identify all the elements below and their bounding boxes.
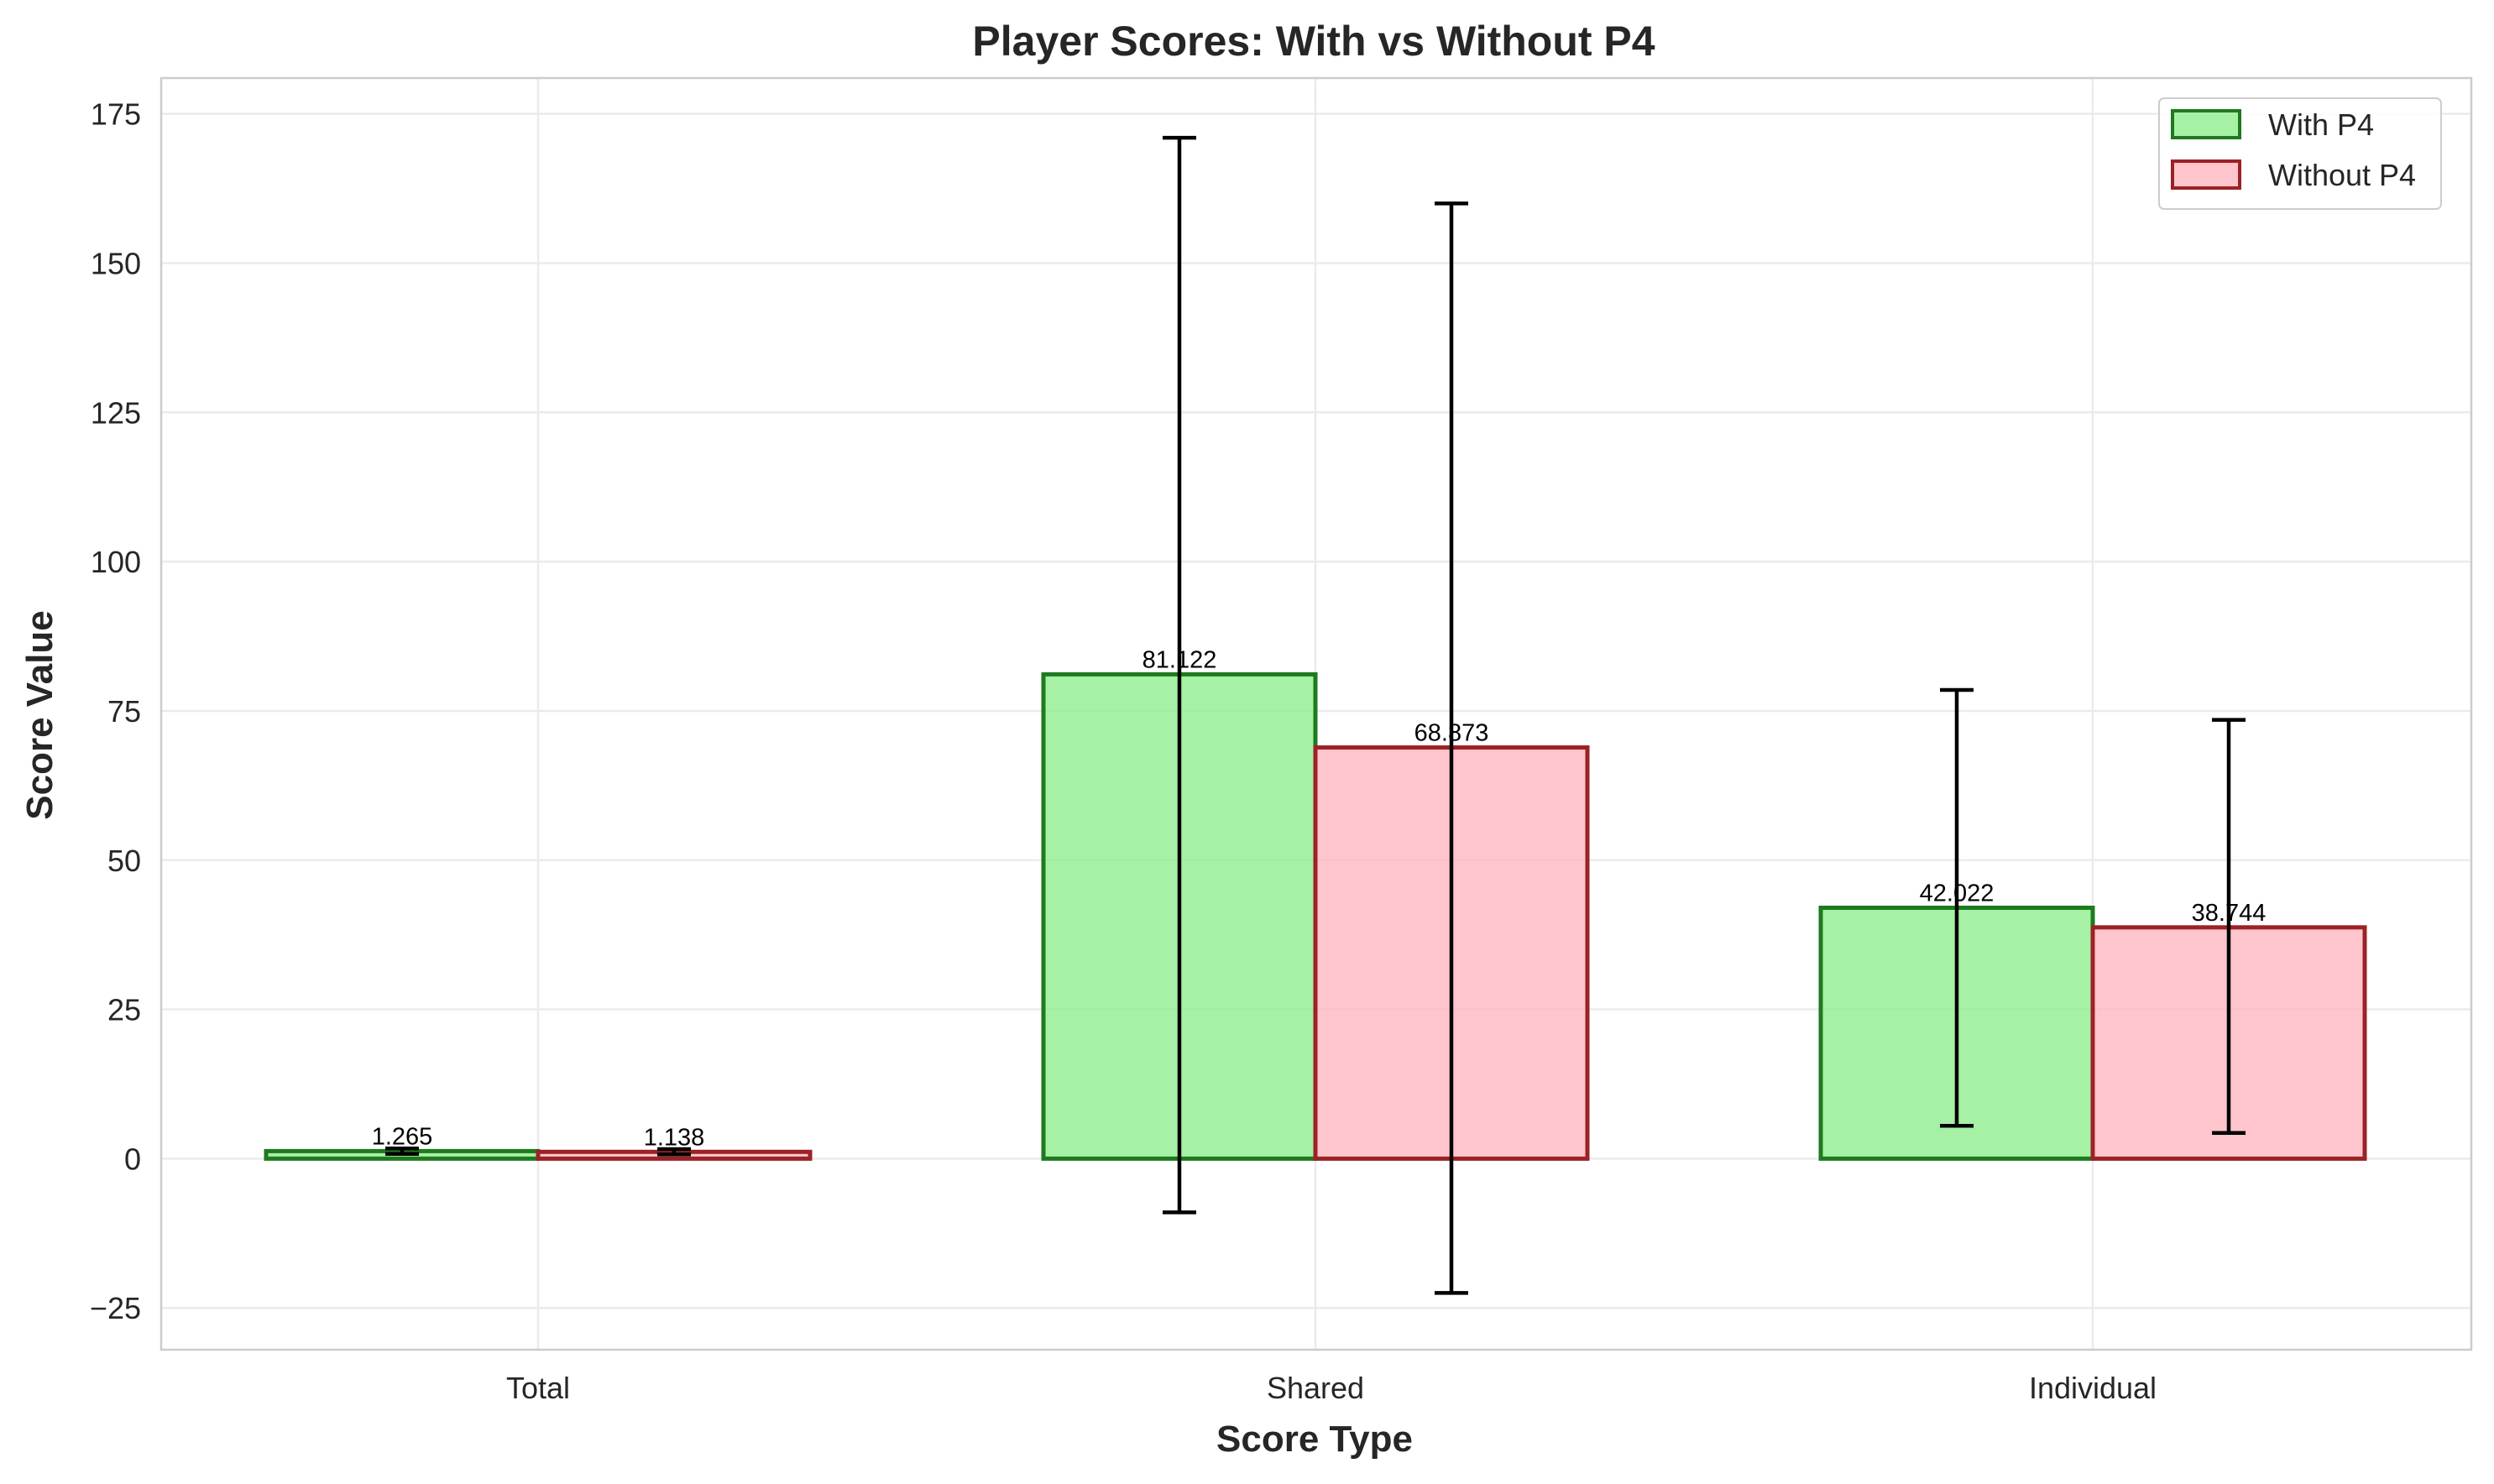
legend-label-with-p4: With P4: [2268, 107, 2374, 142]
bar-value-label: 1.138: [644, 1124, 705, 1151]
legend-swatch-without-p4: [2171, 159, 2241, 190]
plot-frame: [159, 76, 2473, 1351]
x-axis-label: Score Type: [1216, 1419, 1413, 1460]
y-tick-label: 50: [107, 844, 141, 878]
x-tick-label: Individual: [2029, 1371, 2157, 1405]
x-axis-ticks: Total Shared Individual: [506, 1371, 2157, 1405]
y-tick-label: 75: [107, 694, 141, 729]
x-tick-label: Total: [506, 1371, 570, 1405]
error-bars: [385, 135, 2246, 1295]
legend: With P4 Without P4: [2158, 97, 2442, 210]
chart-title: Player Scores: With vs Without P4: [972, 18, 1655, 65]
y-tick-label: 175: [91, 97, 141, 132]
x-tick-label: Shared: [1267, 1371, 1364, 1405]
legend-label-without-p4: Without P4: [2268, 158, 2416, 192]
y-axis-ticks: −25 0 25 50 75 100 125 150 175: [90, 97, 141, 1326]
y-tick-label: −25: [90, 1291, 141, 1325]
legend-swatch-with-p4: [2171, 109, 2241, 139]
y-tick-label: 150: [91, 246, 141, 280]
bar-value-label: 38.744: [2192, 900, 2267, 927]
data-labels: 1.265 81.122 42.022 1.138 68.873 38.744: [372, 646, 2267, 1151]
bar-value-label: 68.873: [1414, 720, 1489, 747]
y-tick-label: 100: [91, 545, 141, 579]
bar-value-label: 1.265: [372, 1123, 433, 1150]
y-tick-label: 25: [107, 993, 141, 1027]
bar-value-label: 81.122: [1142, 646, 1217, 673]
y-tick-label: 125: [91, 395, 141, 430]
y-tick-label: 0: [124, 1142, 141, 1176]
y-axis-label: Score Value: [19, 610, 60, 819]
bar-value-label: 42.022: [1920, 880, 1995, 907]
